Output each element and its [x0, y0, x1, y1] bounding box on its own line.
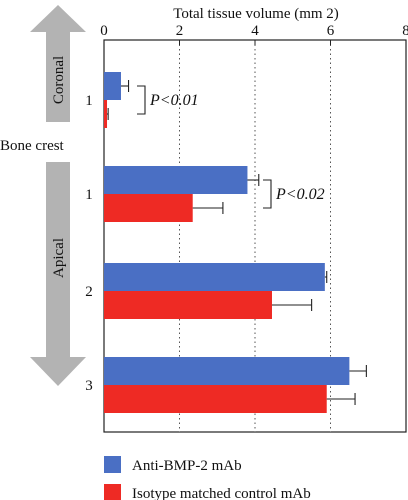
- annotations: P<0.01 P<0.02: [137, 85, 325, 209]
- bar: [104, 166, 248, 194]
- category-labels: 1 1 2 3: [85, 93, 93, 394]
- bar: [104, 291, 272, 319]
- category-label: 1: [85, 187, 93, 203]
- tick-label: 4: [251, 23, 259, 39]
- legend-swatch: [104, 484, 121, 500]
- tick-label: 0: [100, 23, 108, 39]
- bar: [104, 263, 325, 291]
- legend-swatch: [104, 456, 121, 473]
- tick-label: 2: [176, 23, 184, 39]
- significance-bracket: [137, 85, 146, 115]
- legend-label: Isotype matched control mAb: [132, 486, 311, 500]
- x-axis-title: Total tissue volume (mm 2): [173, 6, 339, 22]
- bar: [104, 194, 193, 222]
- bar: [104, 100, 108, 128]
- p-value-label: P<0.01: [149, 92, 199, 109]
- bar: [104, 72, 121, 100]
- legend: Anti-BMP-2 mAb Isotype matched control mA…: [104, 456, 311, 500]
- significance-bracket: [263, 179, 272, 209]
- bars: [104, 72, 367, 413]
- p-value-label: P<0.02: [275, 186, 325, 203]
- category-label: 1: [85, 93, 93, 109]
- legend-label: Anti-BMP-2 mAb: [132, 458, 242, 474]
- bar: [104, 385, 327, 413]
- apical-arrow: Apical: [30, 162, 86, 386]
- tick-label: 8: [402, 23, 408, 39]
- category-label: 2: [85, 284, 93, 300]
- tick-label: 6: [327, 23, 335, 39]
- bar: [104, 357, 350, 385]
- coronal-label: Coronal: [51, 56, 67, 104]
- coronal-arrow: Coronal: [30, 5, 86, 122]
- category-label: 3: [85, 378, 93, 394]
- apical-label: Apical: [51, 238, 67, 278]
- x-ticks: 0 2 4 6 8: [100, 23, 408, 45]
- bone-crest-label: Bone crest: [0, 138, 65, 154]
